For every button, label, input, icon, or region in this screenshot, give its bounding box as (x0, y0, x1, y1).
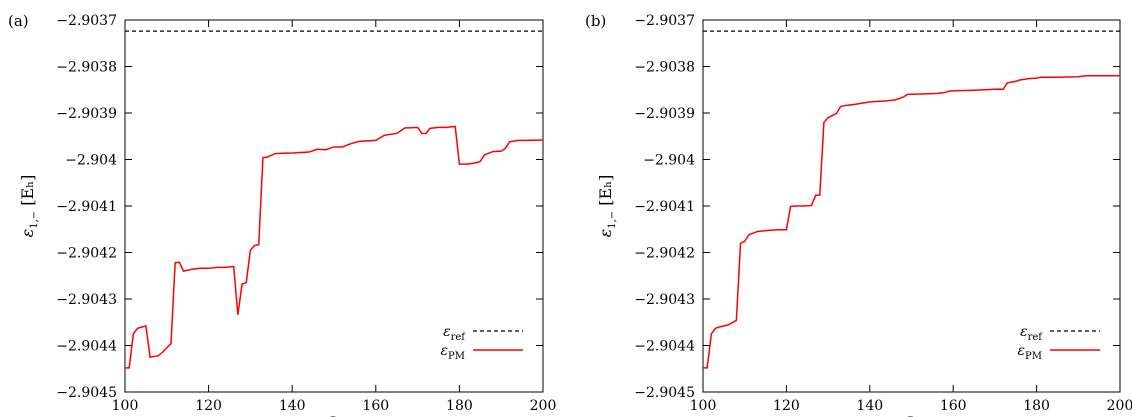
x-tick-label: 140 (279, 398, 306, 414)
y-tick-label: −2.9038 (56, 60, 117, 76)
y-tick-label: −2.9042 (56, 246, 117, 262)
x-axis-label: L (905, 413, 917, 417)
y-axis-label: ε1,− [Eₕ] (596, 175, 618, 238)
x-tick-label: 160 (362, 398, 389, 414)
panel-label: (a) (8, 12, 29, 30)
x-tick-label: 160 (940, 398, 967, 414)
y-tick-label: −2.9043 (634, 292, 695, 308)
y-axis-label: ε1,− [Eₕ] (18, 175, 40, 238)
legend-label: εref (443, 324, 466, 343)
series-line-pm (125, 125, 544, 369)
y-tick-label: −2.904 (65, 153, 117, 169)
x-axis-label: L (328, 413, 340, 417)
x-tick-label: 100 (112, 398, 139, 414)
y-tick-label: −2.9044 (634, 339, 695, 355)
y-tick-label: −2.9045 (634, 385, 695, 401)
y-tick-label: −2.9042 (634, 246, 695, 262)
x-tick-label: 120 (195, 398, 222, 414)
y-tick-label: −2.9041 (634, 199, 695, 215)
x-tick-label: 180 (1023, 398, 1050, 414)
y-tick-label: −2.9039 (634, 106, 695, 122)
y-tick-label: −2.9041 (56, 199, 117, 215)
y-tick-label: −2.9039 (56, 106, 117, 122)
y-tick-label: −2.904 (643, 153, 695, 169)
panel-label: (b) (585, 12, 606, 30)
x-tick-label: 100 (690, 398, 717, 414)
series-line-pm (703, 75, 1120, 369)
plot-frame (702, 19, 1121, 393)
y-tick-label: −2.9045 (56, 385, 117, 401)
y-tick-label: −2.9037 (56, 13, 117, 29)
x-tick-label: 180 (446, 398, 473, 414)
x-tick-label: 200 (1107, 398, 1132, 414)
legend-label: εref (1020, 324, 1043, 343)
y-tick-label: −2.9037 (634, 13, 695, 29)
legend-label: εPM (1018, 343, 1042, 362)
plot-frame (124, 19, 544, 393)
x-tick-label: 140 (856, 398, 883, 414)
legend-label: εPM (441, 343, 465, 362)
x-tick-label: 200 (530, 398, 557, 414)
x-tick-label: 120 (773, 398, 800, 414)
y-tick-label: −2.9044 (56, 339, 117, 355)
y-tick-label: −2.9038 (634, 60, 695, 76)
y-tick-label: −2.9043 (56, 292, 117, 308)
